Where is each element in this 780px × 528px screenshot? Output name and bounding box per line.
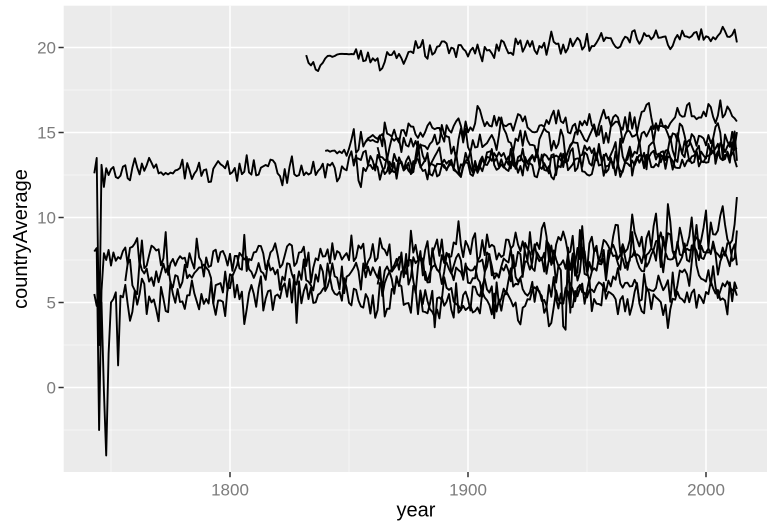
svg-text:0: 0 (47, 379, 56, 398)
svg-text:10: 10 (37, 209, 56, 228)
svg-text:1800: 1800 (211, 481, 249, 500)
svg-text:2000: 2000 (687, 481, 725, 500)
svg-text:1900: 1900 (449, 481, 487, 500)
svg-text:15: 15 (37, 124, 56, 143)
svg-text:countryAverage: countryAverage (10, 169, 32, 309)
svg-text:20: 20 (37, 39, 56, 58)
svg-text:year: year (397, 500, 436, 522)
svg-text:5: 5 (47, 294, 56, 313)
